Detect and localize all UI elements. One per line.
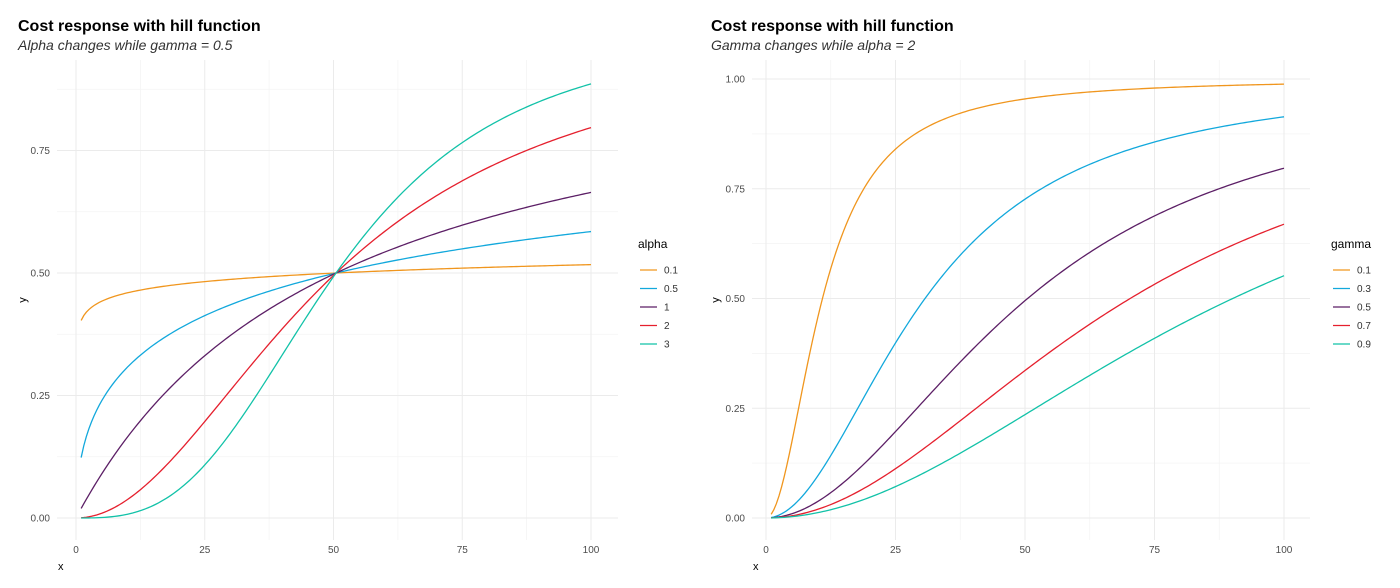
y-axis-label: y xyxy=(710,297,722,303)
x-tick-label: 0 xyxy=(73,545,79,556)
x-tick-label: 100 xyxy=(583,545,600,556)
x-tick-label: 75 xyxy=(1149,545,1161,556)
series-line-0.1 xyxy=(770,83,1285,515)
y-tick-label: 0.00 xyxy=(726,514,746,525)
legend-label: 0.3 xyxy=(1357,284,1371,295)
legend-title: gamma xyxy=(1331,237,1371,251)
chart-subtitle: Alpha changes while gamma = 0.5 xyxy=(17,37,233,53)
y-tick-label: 0.25 xyxy=(726,404,746,415)
x-tick-label: 0 xyxy=(763,545,769,556)
chart-subtitle: Gamma changes while alpha = 2 xyxy=(711,37,915,53)
x-axis-label: x xyxy=(58,561,64,573)
chart-panel-1: Cost response with hill function Alpha ch… xyxy=(17,18,678,573)
chart-panel-2: Cost response with hill function Gamma ch… xyxy=(710,18,1371,573)
chart-title: Cost response with hill function xyxy=(18,18,261,35)
legend-label: 2 xyxy=(664,321,670,332)
legend-label: 0.5 xyxy=(664,284,678,295)
legend-label: 0.9 xyxy=(1357,340,1371,351)
y-tick-label: 0.00 xyxy=(31,514,51,525)
legend-label: 3 xyxy=(664,340,670,351)
x-tick-label: 75 xyxy=(457,545,469,556)
series-line-0.5 xyxy=(80,230,592,458)
x-axis-label: x xyxy=(753,561,759,573)
y-tick-label: 0.25 xyxy=(31,391,51,402)
series-line-1 xyxy=(80,191,592,509)
series-line-0.9 xyxy=(771,275,1285,519)
y-tick-label: 1.00 xyxy=(726,75,746,86)
legend-title: alpha xyxy=(638,237,668,251)
chart-title: Cost response with hill function xyxy=(711,18,954,35)
y-tick-label: 0.75 xyxy=(31,146,51,157)
series-line-3 xyxy=(81,83,592,519)
legend-label: 0.1 xyxy=(1357,266,1371,277)
y-tick-label: 0.50 xyxy=(31,269,51,280)
x-tick-label: 25 xyxy=(199,545,211,556)
x-tick-label: 50 xyxy=(328,545,340,556)
legend-label: 0.1 xyxy=(664,266,678,277)
series-line-0.7 xyxy=(771,223,1285,519)
series-line-0.3 xyxy=(771,116,1285,519)
x-tick-label: 25 xyxy=(890,545,902,556)
y-tick-label: 0.75 xyxy=(726,184,746,195)
series-line-0.5 xyxy=(771,167,1285,519)
legend-label: 0.7 xyxy=(1357,321,1371,332)
y-tick-label: 0.50 xyxy=(726,294,746,305)
x-tick-label: 50 xyxy=(1019,545,1031,556)
series-line-2 xyxy=(81,126,592,519)
x-tick-label: 100 xyxy=(1276,545,1293,556)
legend-label: 0.5 xyxy=(1357,303,1371,314)
y-axis-label: y xyxy=(17,297,29,303)
legend-label: 1 xyxy=(664,303,670,314)
